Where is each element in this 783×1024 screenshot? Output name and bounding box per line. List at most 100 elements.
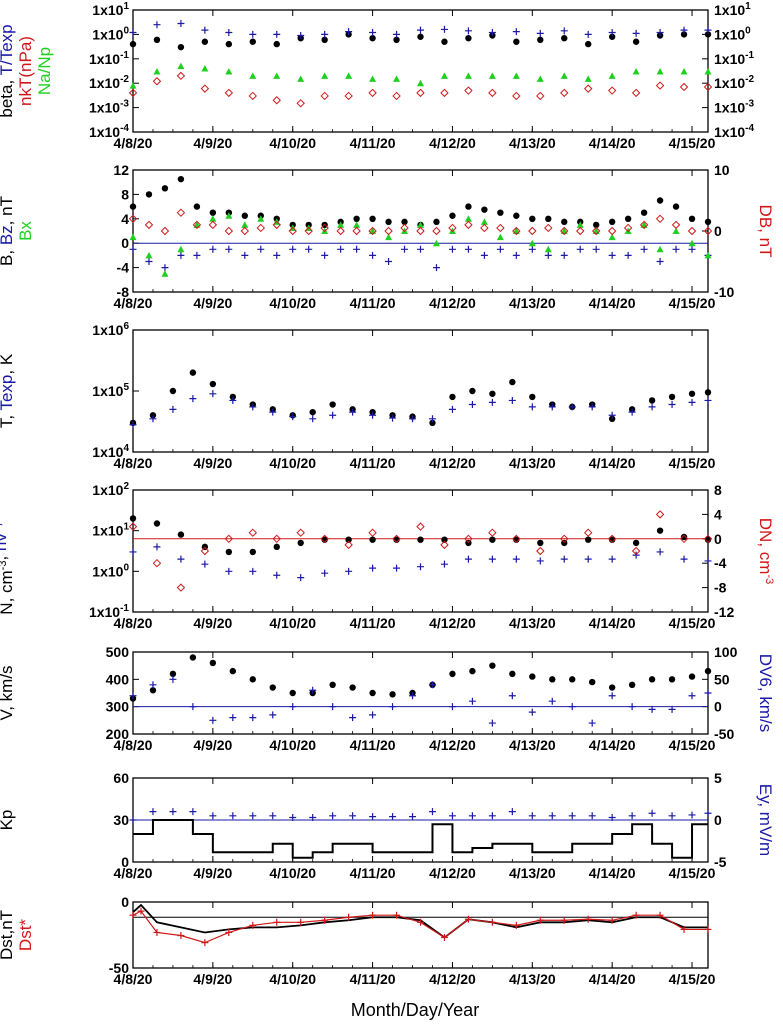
y-tick-label: 1x100 [92,25,129,42]
y-tick-label: -8 [117,284,130,300]
data-point [512,91,521,101]
data-point [273,543,280,551]
data-point [369,215,376,222]
data-point [688,673,696,680]
data-point [344,91,353,101]
series-line [133,819,708,859]
data-point [309,686,317,694]
data-point [544,245,552,253]
data-point [528,708,536,716]
data-point [469,387,476,395]
y-axis-label: B, Bz, nT [0,196,16,266]
data-point [129,515,137,522]
data-point [321,251,329,259]
data-point [417,221,424,228]
data-point [349,812,357,820]
data-point [680,68,688,75]
data-point [149,681,157,689]
data-point [129,203,137,210]
data-point [624,215,632,222]
x-tick-label: 4/9/20 [193,455,232,471]
data-point [224,88,234,98]
data-point [337,245,345,253]
data-point [569,676,576,683]
y2-tick-label: -5 [714,854,727,870]
data-point [320,534,329,544]
data-point [591,226,601,236]
data-point [369,227,377,234]
data-point [488,28,496,36]
x-tick-label: 4/10/20 [269,971,316,987]
data-point [632,38,640,45]
y-tick-label: 12 [113,162,129,178]
data-point [608,415,616,423]
data-point [488,812,496,820]
data-point [201,26,209,34]
data-point [688,398,696,406]
data-point [297,574,305,582]
data-point [560,88,569,98]
data-point [177,43,185,51]
data-point [576,221,584,228]
data-point [152,77,162,86]
data-point [496,233,504,241]
data-point [177,245,185,253]
x-tick-label: 4/14/20 [589,865,636,881]
data-point [608,233,616,241]
data-point [272,220,281,230]
data-point [193,251,201,259]
y2-tick-label: 0 [714,223,722,239]
data-point [389,691,396,698]
x-tick-label: 4/15/20 [669,295,716,311]
y-axis-label: Na/Np [35,47,54,95]
data-point [448,405,456,413]
y-tick-label: 1x101 [92,1,129,18]
data-point [177,19,185,27]
data-point [464,86,473,95]
data-point [688,245,696,253]
data-point [704,689,712,697]
x-tick-label: 4/11/20 [350,971,396,987]
y-tick-label: -4 [117,260,130,276]
data-point [149,687,157,694]
data-point [449,670,456,678]
data-point [129,692,137,700]
data-point [704,26,712,34]
x-tick-label: 4/12/20 [429,135,476,151]
x-tick-label: 4/14/20 [589,615,636,631]
data-point [528,403,536,411]
data-point [225,68,233,75]
data-point [561,34,568,42]
data-point [417,79,424,87]
x-tick-label: 4/12/20 [429,971,476,987]
data-point [512,226,521,236]
data-point [544,223,553,233]
data-point [273,40,280,48]
data-point [289,413,297,421]
data-point [592,245,600,253]
data-point [248,528,257,537]
y-axis-label: Bx [16,221,35,241]
data-point [688,239,696,247]
data-point [704,218,712,226]
chart-panels: 4/8/20 4/9/20 4/10/20 4/11/20 4/12/20 4/13/20… [0,1,775,987]
data-point [329,703,337,711]
y-tick-label: 1x101 [92,522,129,539]
y2-tick-label: 0 [714,531,722,547]
y2-tick-label: 1x10-4 [714,123,754,140]
y2-tick-label: 5 [714,770,722,786]
data-point [249,72,257,79]
series-dn [128,510,713,592]
data-point [160,226,170,236]
data-point [656,258,664,265]
data-point [249,676,256,683]
data-point [584,915,592,923]
data-point [129,911,137,919]
data-point [208,220,218,230]
data-point [489,662,496,669]
y-tick-label: 1x100 [92,562,129,579]
data-point [628,703,636,711]
panel-magnetic-field: 4/8/20 4/9/20 4/10/20 4/11/20 4/12/20 4/13/20… [0,162,775,311]
data-point [320,223,329,233]
x-tick-label: 4/11/20 [350,295,396,311]
